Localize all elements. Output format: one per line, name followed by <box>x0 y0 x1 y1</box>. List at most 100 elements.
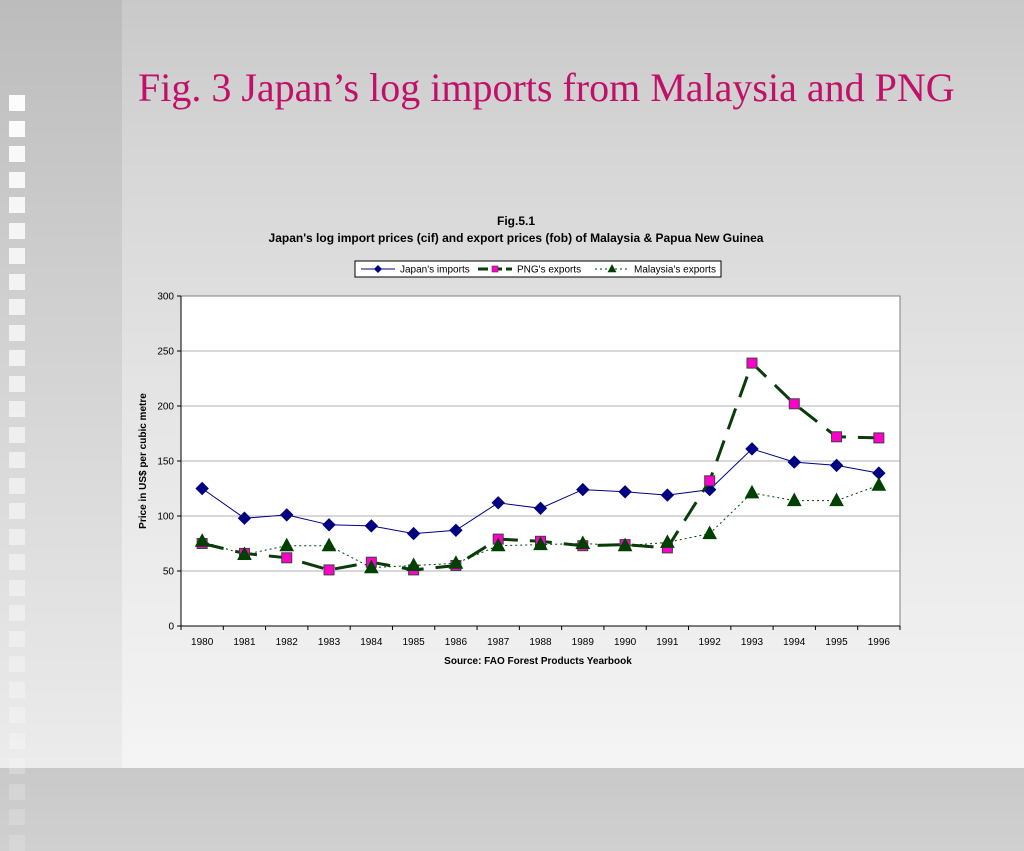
x-tick-label: 1982 <box>276 637 299 648</box>
y-axis-label: Price in US$ per cubic metre <box>138 393 149 529</box>
data-point <box>617 537 633 552</box>
axes: 0 50 100 150 200 250 300 1980 1981 1982 1983 1984 19… <box>157 292 901 648</box>
gridlines <box>181 350 900 572</box>
data-point <box>787 455 801 469</box>
data-point <box>786 492 802 507</box>
decorative-square <box>9 401 25 417</box>
data-point <box>533 536 548 551</box>
series-1 <box>195 442 886 541</box>
x-tick-label: 1991 <box>656 637 679 648</box>
data-point <box>281 552 293 564</box>
chart-title: Japan's log import prices (cif) and expo… <box>269 231 764 245</box>
x-tick-label: 1996 <box>868 637 891 648</box>
decorative-square <box>9 681 25 698</box>
data-point <box>406 526 421 541</box>
data-point <box>491 496 505 510</box>
data-point <box>618 485 632 499</box>
data-point <box>746 357 758 369</box>
decorative-square <box>9 477 25 494</box>
decorative-square <box>9 273 25 290</box>
data-point <box>321 537 337 552</box>
data-point <box>831 431 843 443</box>
legend: Japan's imports PNG's exports Malaysia's e… <box>354 260 722 278</box>
data-point <box>195 481 209 496</box>
data-point <box>280 508 294 522</box>
decorative-square <box>9 554 25 570</box>
decorative-square <box>9 222 25 239</box>
legend-label: PNG's exports <box>517 265 581 276</box>
x-tick-label: 1988 <box>529 637 552 648</box>
y-tick-label: 100 <box>157 512 174 523</box>
decorative-square <box>9 809 25 825</box>
x-tick-label: 1986 <box>445 637 468 648</box>
y-tick-label: 0 <box>168 622 174 633</box>
series-layer <box>194 357 887 576</box>
x-tick-label: 1984 <box>360 637 383 648</box>
data-point <box>702 525 718 540</box>
x-tick-label: 1983 <box>318 637 341 648</box>
decorative-square <box>9 95 25 111</box>
data-point <box>490 537 506 552</box>
decorative-square <box>9 707 25 723</box>
figure-label: Fig.5.1 <box>497 214 535 228</box>
data-point <box>575 535 591 549</box>
data-point <box>279 537 295 552</box>
data-point <box>323 564 335 576</box>
decorative-square <box>9 197 25 213</box>
chart-source: Source: FAO Forest Products Yearbook <box>444 656 632 667</box>
y-tick-label: 150 <box>157 457 174 468</box>
decorative-square <box>9 834 25 851</box>
x-tick-label: 1989 <box>572 637 595 648</box>
data-point <box>322 518 336 532</box>
decorative-square <box>9 452 25 468</box>
decorative-square <box>9 375 25 392</box>
data-point <box>660 534 675 548</box>
data-point <box>871 477 887 491</box>
data-point <box>194 533 210 547</box>
data-point <box>788 398 800 410</box>
decorative-square <box>9 605 25 621</box>
x-tick-label: 1987 <box>487 637 510 648</box>
decorative-square <box>9 783 25 800</box>
decorative-square <box>9 120 25 137</box>
x-tick-label: 1980 <box>191 637 214 648</box>
data-point <box>873 432 885 444</box>
legend-swatch-marker <box>373 264 383 274</box>
legend-swatch-marker <box>491 265 499 273</box>
x-tick-label: 1994 <box>783 637 806 648</box>
x-tick-label: 1981 <box>233 637 256 648</box>
decorative-square <box>9 528 25 545</box>
data-point <box>533 501 548 516</box>
legend-label: Japan's imports <box>400 265 470 276</box>
y-tick-label: 50 <box>163 567 175 578</box>
decorative-square <box>9 579 25 596</box>
decorative-square <box>9 350 25 366</box>
x-tick-label: 1990 <box>614 637 637 648</box>
series-3 <box>194 477 887 574</box>
x-tick-label: 1992 <box>699 637 722 648</box>
data-point <box>448 555 464 569</box>
data-point <box>704 475 716 487</box>
y-tick-label: 300 <box>157 292 174 303</box>
x-tick-label: 1995 <box>825 637 848 648</box>
y-tick-label: 250 <box>157 347 174 358</box>
chart: 0 50 100 150 200 250 300 1980 1981 1982 1983 1984 19… <box>138 214 901 667</box>
legend-swatch-marker <box>607 264 617 273</box>
decorative-square <box>9 503 25 519</box>
y-tick-label: 200 <box>157 402 174 413</box>
decorative-side-strip <box>0 0 122 851</box>
decorative-square <box>9 171 25 188</box>
decorative-square <box>9 324 25 341</box>
decorative-square <box>9 299 25 315</box>
data-point <box>237 511 252 525</box>
data-point <box>406 557 421 571</box>
data-point <box>829 458 844 473</box>
data-point <box>745 442 759 456</box>
data-point <box>449 523 463 538</box>
decorative-square <box>9 732 25 749</box>
x-tick-label: 1993 <box>741 637 764 648</box>
decorative-square <box>9 426 25 443</box>
data-point <box>744 484 760 499</box>
decorative-square <box>9 656 25 672</box>
slide-title: Fig. 3 Japan’s log imports from Malaysia… <box>138 65 955 110</box>
